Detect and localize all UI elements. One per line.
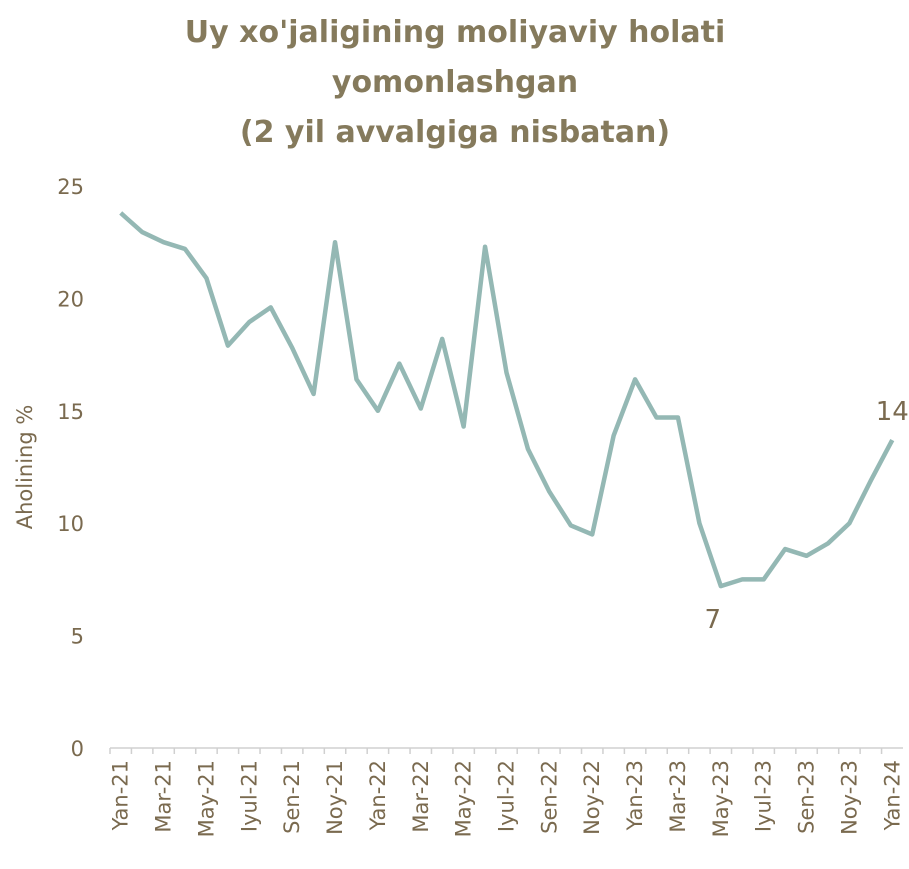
y-tick-label: 10	[57, 512, 84, 536]
y-axis-label: Aholining %	[13, 405, 37, 530]
x-tick-label: Noy-23	[837, 760, 861, 835]
data-label: 7	[705, 605, 722, 635]
x-tick-label: Yan-22	[366, 760, 390, 831]
x-tick-label: Iyul-23	[752, 760, 776, 832]
x-tick-label: Noy-21	[323, 760, 347, 835]
x-tick-label: Sen-23	[795, 760, 819, 834]
y-tick-label: 0	[71, 737, 84, 761]
y-tick-label: 20	[57, 287, 84, 311]
x-tick-label: May-23	[709, 760, 733, 837]
x-tick-label: May-21	[194, 760, 218, 837]
chart-title: Uy xo'jaligining moliyaviy holati	[185, 15, 725, 50]
y-tick-label: 5	[71, 625, 84, 649]
x-tick-label: Sen-21	[280, 760, 304, 834]
x-tick-label: Mar-21	[152, 760, 176, 833]
data-label: 14	[876, 397, 909, 427]
x-tick-label: Noy-22	[580, 760, 604, 835]
y-tick-label: 25	[57, 175, 84, 199]
x-tick-label: May-22	[452, 760, 476, 837]
x-tick-label: Iyul-22	[495, 760, 519, 832]
x-tick-label: Yan-23	[623, 760, 647, 831]
x-tick-label: Mar-22	[409, 760, 433, 833]
x-tick-label: Yan-24	[880, 760, 904, 831]
x-tick-label: Yan-21	[109, 760, 133, 831]
chart-title: yomonlashgan	[332, 65, 578, 100]
y-tick-label: 15	[57, 400, 84, 424]
x-tick-label: Mar-23	[666, 760, 690, 833]
x-tick-label: Sen-22	[537, 760, 561, 834]
chart-title: (2 yil avvalgiga nisbatan)	[240, 115, 670, 150]
line	[119, 211, 895, 589]
x-tick-label: Iyul-21	[237, 760, 261, 832]
